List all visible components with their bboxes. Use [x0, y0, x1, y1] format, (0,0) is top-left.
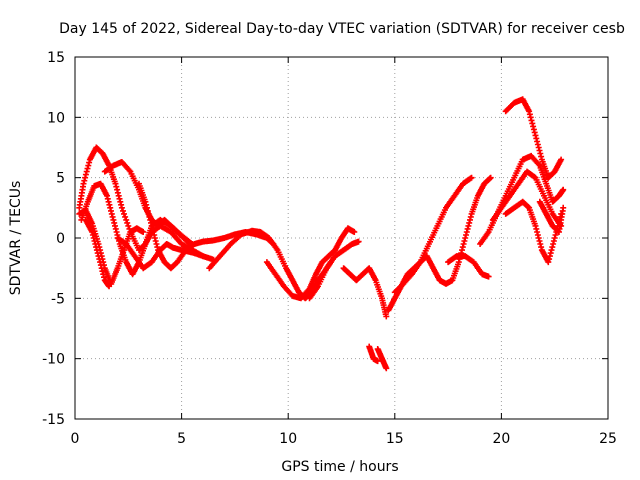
x-tick-label: 0	[71, 431, 80, 447]
series-arc-9	[263, 225, 358, 302]
x-tick-label: 20	[492, 431, 510, 447]
series-arc-18	[489, 168, 565, 229]
grid	[75, 57, 608, 419]
series-arc-21	[536, 198, 567, 235]
x-axis-label: GPS time / hours	[281, 459, 398, 475]
series-arc-3	[76, 207, 147, 287]
x-tick-label: 5	[177, 431, 186, 447]
y-tick-label: 5	[56, 171, 65, 187]
x-tick-label: 15	[386, 431, 404, 447]
series-arc-13	[374, 346, 390, 372]
y-tick-label: -5	[51, 291, 65, 307]
y-tick-label: 0	[56, 231, 65, 247]
series-arc-7	[114, 235, 217, 272]
y-tick-label: 15	[47, 50, 65, 66]
data-marks	[76, 96, 567, 372]
series-arc-16	[445, 253, 492, 280]
series-arc-11	[340, 265, 390, 320]
x-tick-label: 25	[599, 431, 617, 447]
series-arc-19	[502, 96, 565, 181]
axis-ticks: 0 5 10 15 20 25 -15 -10 -5 0 5 10 15	[42, 50, 617, 447]
x-tick-label: 10	[279, 431, 297, 447]
series-arc-4	[82, 216, 113, 290]
chart-title: Day 145 of 2022, Sidereal Day-to-day VTE…	[59, 21, 625, 37]
y-axis-label: SDTVAR / TECUs	[8, 181, 24, 296]
series-arc-12	[366, 343, 381, 365]
y-tick-label: -15	[42, 412, 65, 428]
series-arc-20	[502, 198, 565, 266]
series-arc-10	[306, 238, 362, 302]
y-tick-label: -10	[42, 352, 65, 368]
series-arc-15	[391, 174, 475, 296]
y-tick-label: 10	[47, 110, 65, 126]
